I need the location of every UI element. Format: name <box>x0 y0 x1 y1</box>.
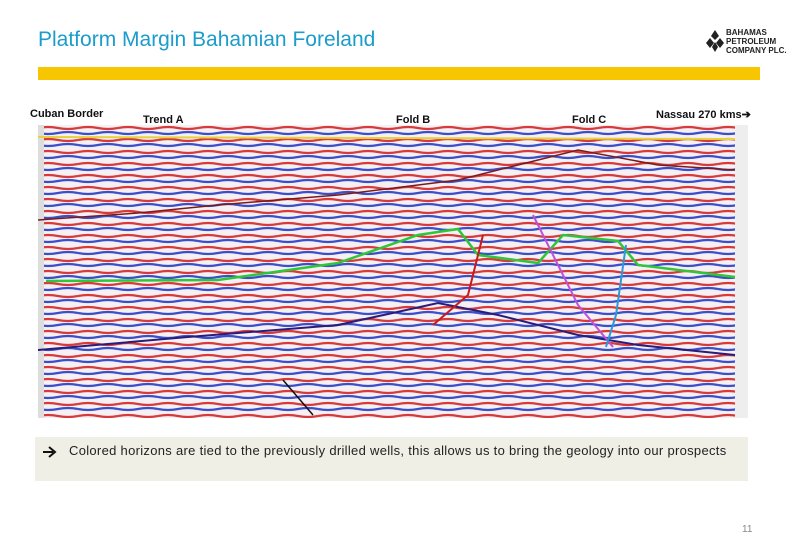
company-line: Bahamas <box>726 28 767 37</box>
logo-icon <box>706 30 724 52</box>
company-logo: Bahamas Petroleum Company plc. <box>706 28 787 55</box>
company-line: Petroleum <box>726 37 777 46</box>
section-label: Trend A <box>143 114 184 126</box>
company-line: Company plc. <box>726 46 787 55</box>
bullet-arrow <box>43 446 57 458</box>
slide-title: Platform Margin Bahamian Foreland <box>38 28 376 51</box>
title-bar <box>38 67 760 80</box>
section-label: Fold C <box>572 114 607 126</box>
seismic-section <box>38 125 748 418</box>
section-label: Fold B <box>396 114 431 126</box>
page-number: 11 <box>742 524 753 535</box>
bullet-box: Colored horizons are tied to the previou… <box>35 437 748 481</box>
bullet-text: Colored horizons are tied to the previou… <box>69 443 727 458</box>
section-label: Nassau 270 kms➔ <box>656 109 751 121</box>
section-label: Cuban Border <box>30 108 104 120</box>
